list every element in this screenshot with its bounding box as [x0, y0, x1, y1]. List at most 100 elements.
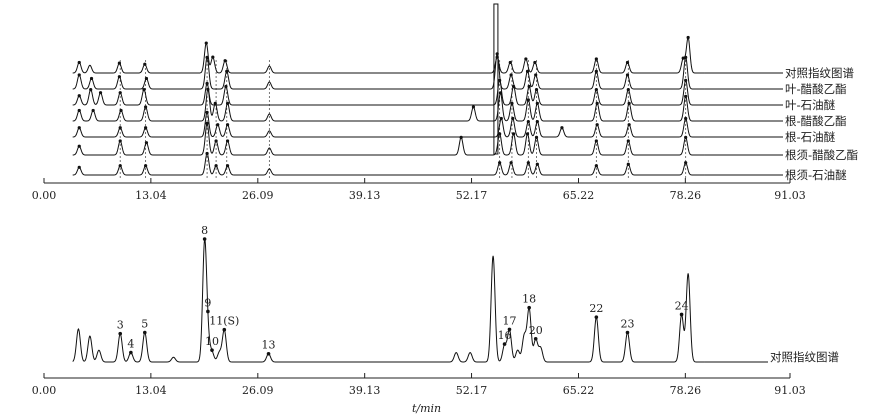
bottom-x-tick-label: 65.22	[563, 384, 595, 397]
peak-marker	[594, 88, 598, 92]
trace-label: 根-醋酸乙酯	[785, 114, 847, 128]
peak-marker	[225, 139, 230, 143]
peak-marker	[205, 121, 209, 125]
trace-label: 根须-醋酸乙酯	[785, 148, 858, 162]
chromatogram-trace	[72, 152, 705, 176]
peak-marker	[204, 41, 208, 45]
peak-marker	[509, 73, 513, 77]
peak-marker	[625, 330, 630, 335]
peak-number-label: 22	[589, 302, 603, 315]
trace-label: 根-石油醚	[785, 130, 836, 144]
peak-marker	[266, 351, 271, 356]
bottom-x-tick-label: 13.04	[135, 384, 167, 397]
peak-marker	[534, 135, 539, 139]
peak-marker	[89, 88, 93, 92]
peak-marker	[535, 101, 539, 105]
peak-marker	[498, 132, 502, 136]
top-x-tick-label: 0.00	[32, 189, 57, 202]
peak-marker	[527, 84, 531, 89]
peak-marker	[213, 101, 217, 105]
chromatogram-trace	[72, 122, 705, 156]
peak-marker	[216, 123, 220, 127]
peak-number-label: 13	[262, 339, 276, 352]
peak-marker	[202, 237, 207, 241]
peak-marker	[91, 108, 95, 113]
peak-marker	[525, 69, 530, 73]
peak-marker	[118, 164, 122, 168]
peak-marker	[224, 84, 228, 89]
top-x-tick-label: 65.22	[563, 189, 595, 202]
peak-marker	[214, 164, 218, 168]
top-x-tick-label: 91.03	[774, 189, 806, 202]
peak-marker	[525, 132, 530, 136]
chromatogram-trace	[72, 79, 705, 106]
peak-marker	[625, 73, 630, 77]
peak-marker	[144, 105, 148, 109]
peak-marker	[510, 101, 514, 105]
peak-marker	[524, 57, 528, 61]
trace-label: 叶-醋酸乙酯	[785, 82, 847, 96]
peak-marker	[511, 132, 516, 136]
reference-fingerprint-panel: 对照指纹图谱 345 8 9 10 11(S) 13 16 17 18 20 22 23 24 0.00 13…	[32, 224, 840, 415]
peak-marker	[627, 101, 631, 105]
stacked-chromatograms-panel: 对照指纹图谱叶-醋酸乙酯叶-石油醚根-醋酸乙酯根-石油醚根须-醋酸乙酯根须-石油…	[32, 3, 858, 202]
peak-marker	[594, 164, 598, 168]
peak-number-label: 11(S)	[209, 315, 239, 328]
peak-marker	[686, 35, 690, 40]
peak-number-label: 9	[204, 296, 211, 309]
offscale-peak	[493, 3, 499, 155]
peak-marker	[77, 94, 81, 98]
peak-marker	[526, 119, 530, 124]
peak-marker	[626, 139, 630, 143]
peak-marker	[225, 164, 230, 168]
peak-marker	[205, 110, 209, 114]
top-x-tick-label: 39.13	[349, 189, 381, 202]
peak-marker	[117, 75, 121, 79]
peak-marker	[508, 60, 512, 65]
peak-marker	[511, 116, 515, 121]
peak-marker	[684, 78, 688, 82]
peak-marker	[225, 123, 230, 127]
peak-marker	[206, 309, 210, 314]
chromatogram-trace	[72, 52, 705, 90]
peak-marker	[206, 87, 210, 91]
peak-number-label: 10	[205, 335, 219, 348]
peak-marker	[144, 126, 148, 130]
trace-label: 根须-石油醚	[785, 168, 847, 182]
bottom-x-tick-label: 26.09	[242, 384, 274, 397]
peak-marker	[471, 105, 476, 109]
bottom-x-tick-label: 91.03	[774, 384, 806, 397]
peak-marker	[511, 84, 516, 89]
peak-marker	[143, 62, 147, 66]
peak-marker	[498, 91, 503, 95]
peak-marker	[626, 88, 630, 92]
peak-marker	[684, 116, 688, 121]
x-axis-title: t/min	[412, 402, 441, 415]
peak-marker	[535, 162, 539, 166]
peak-marker	[118, 331, 123, 336]
trace-label: 叶-石油醚	[785, 98, 836, 112]
trace-label: 对照指纹图谱	[770, 350, 839, 364]
peak-marker	[77, 108, 81, 113]
peak-number-label: 16	[498, 329, 512, 342]
peak-number-label: 18	[522, 293, 536, 306]
peak-number-label: 23	[620, 318, 634, 331]
peak-marker	[225, 69, 229, 73]
peak-marker	[594, 57, 598, 61]
peak-marker	[118, 126, 122, 130]
peak-marker	[595, 123, 599, 127]
bottom-x-tick-label: 39.13	[349, 384, 381, 397]
trace-label: 对照指纹图谱	[785, 66, 854, 80]
peak-number-label: 17	[502, 314, 516, 327]
peak-marker	[684, 161, 688, 165]
peak-marker	[222, 327, 227, 332]
peak-marker	[594, 139, 598, 143]
bottom-x-tick-label: 78.26	[670, 384, 702, 397]
peak-marker	[595, 101, 599, 105]
top-x-tick-label: 13.04	[135, 189, 167, 202]
peak-marker	[205, 55, 209, 59]
peak-marker	[560, 126, 564, 130]
peak-marker	[625, 60, 630, 65]
bottom-x-tick-label: 0.00	[32, 384, 57, 397]
